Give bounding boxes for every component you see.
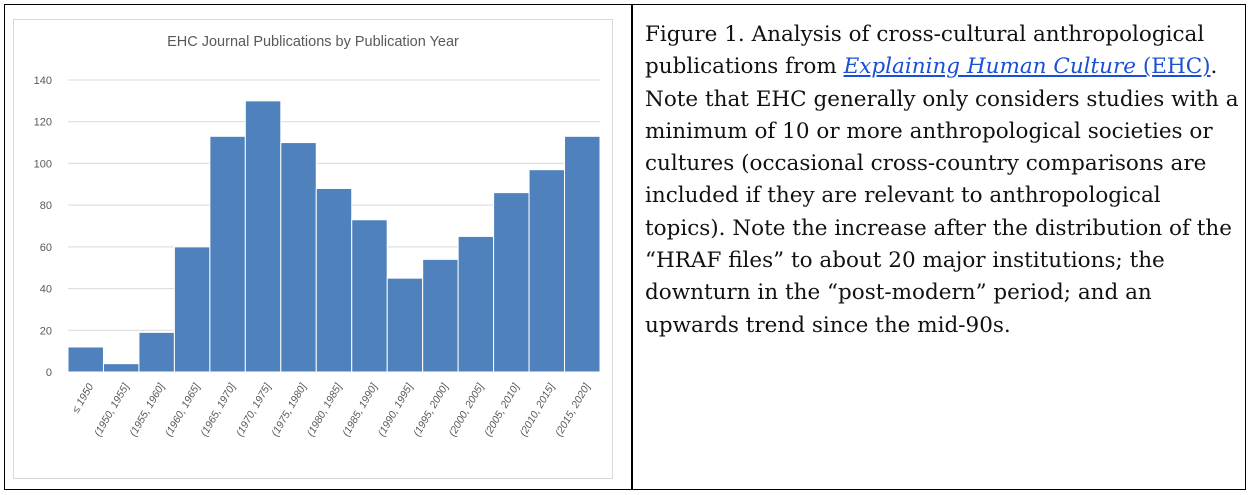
- histogram-bar: [457, 235, 495, 373]
- chart-title: EHC Journal Publications by Publication …: [167, 34, 459, 50]
- x-tick-label: (1985, 1990]: [340, 381, 380, 439]
- histogram-bar: [351, 219, 388, 373]
- y-tick-label: 120: [34, 117, 52, 129]
- histogram-bar: [209, 135, 246, 373]
- x-tick-label: (1960, 1965]: [163, 381, 203, 439]
- histogram-bar: [138, 331, 175, 373]
- histogram-bar: [244, 100, 282, 373]
- column-divider: [631, 5, 633, 489]
- x-tick-label: (2010, 2015]: [518, 381, 558, 439]
- histogram-bar: [67, 346, 104, 373]
- x-tick-label: (1965, 1970]: [198, 381, 238, 439]
- ehc-link[interactable]: Explaining Human Culture (EHC): [844, 54, 1211, 79]
- histogram-bar: [315, 187, 353, 373]
- y-tick-label: 60: [40, 242, 52, 254]
- x-tick-label: (1995, 2000]: [411, 381, 451, 439]
- ehc-link-title: Explaining Human Culture: [843, 54, 1137, 80]
- x-tick-label: (2015, 2020]: [553, 381, 593, 439]
- y-tick-label: 20: [40, 325, 52, 337]
- y-tick-label: 100: [34, 158, 52, 170]
- x-tick-label: (1970, 1975]: [234, 381, 274, 439]
- histogram-bar: [280, 142, 317, 373]
- x-tick-label: (2005, 2010]: [482, 381, 522, 439]
- x-tick-label: (1955, 1960]: [127, 381, 167, 439]
- figure-caption: Figure 1. Analysis of cross-cultural ant…: [645, 19, 1243, 342]
- ehc-link-abbrev: (EHC): [1136, 54, 1211, 80]
- histogram-bar: [528, 169, 566, 373]
- x-tick-label: (1975, 1980]: [269, 381, 309, 439]
- y-tick-label: 0: [46, 367, 52, 379]
- y-tick-label: 140: [34, 75, 52, 87]
- x-tick-label: ≤ 1950: [70, 381, 96, 415]
- histogram-bar: [173, 246, 211, 373]
- histogram-chart: EHC Journal Publications by Publication …: [34, 34, 601, 439]
- histogram-bar: [102, 363, 140, 373]
- x-tick-label: (1990, 1995]: [376, 381, 416, 439]
- histogram-bar: [422, 258, 459, 373]
- histogram-bar: [493, 192, 530, 373]
- caption-prefix: Figure 1. Analysis of cross-cultural ant…: [645, 22, 1205, 80]
- chart-panel: EHC Journal Publications by Publication …: [13, 19, 613, 479]
- histogram-bar: [564, 135, 601, 373]
- caption-body: . Note that EHC generally only considers…: [645, 54, 1239, 338]
- histogram-bar: [386, 277, 424, 373]
- y-tick-label: 80: [40, 200, 52, 212]
- x-tick-label: (1980, 1985]: [305, 381, 345, 439]
- x-tick-label: (1950, 1955]: [92, 381, 132, 439]
- x-tick-label: (2000, 2005]: [447, 381, 487, 439]
- y-tick-label: 40: [40, 284, 52, 296]
- figure-frame: EHC Journal Publications by Publication …: [4, 4, 1246, 490]
